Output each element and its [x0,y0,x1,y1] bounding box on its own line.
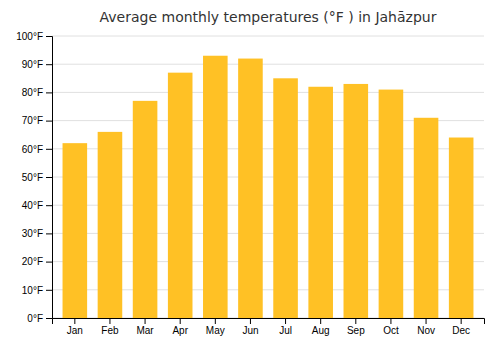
tick-label: Nov [417,325,435,336]
tick: 80°F [22,87,52,98]
bar [238,59,263,318]
tick-label: 20°F [22,256,43,267]
bar [414,118,439,318]
tick-label: Oct [383,325,399,336]
tick-label: Apr [172,325,188,336]
tick-label: 10°F [22,285,43,296]
tick-label: 100°F [16,31,43,42]
tick: Aug [312,318,330,336]
plot: 0°F 10°F 20°F 30°F 40°F 50°F 60°F 70°F 80°F 90°F 1… [16,31,484,336]
grid-line [52,64,484,65]
axis-line [53,319,485,325]
tick-mark [46,121,52,122]
tick-mark [46,262,52,263]
tick-mark [46,290,52,291]
grid-line [52,36,484,37]
tick-label: Jul [279,325,292,336]
tick-label: 90°F [22,59,43,70]
tick-mark [46,149,52,150]
tick-label: 60°F [22,144,43,155]
tick-label: 30°F [22,228,43,239]
tick-label: Aug [312,325,330,336]
tick-mark [461,318,462,324]
bar [98,132,123,318]
tick-mark [285,318,286,324]
tick-mark [46,318,52,319]
tick-label: 40°F [22,200,43,211]
tick: 100°F [16,31,52,42]
tick-mark [46,177,52,178]
tick-label: 0°F [27,313,43,324]
tick-label: 70°F [22,115,43,126]
tick-mark [250,318,251,324]
tick: Feb [101,318,119,336]
tick: Sep [347,318,365,336]
tick-mark [46,36,52,37]
tick: 30°F [22,228,52,239]
bar [63,143,88,318]
tick-mark [180,318,181,324]
tick: 60°F [22,144,52,155]
tick: 90°F [22,59,52,70]
tick-label: 50°F [22,172,43,183]
tick: Oct [383,318,399,336]
tick: 40°F [22,200,52,211]
tick: 20°F [22,256,52,267]
grid-line [52,92,484,93]
tick-mark [145,318,146,324]
bars [63,56,474,318]
bar [133,101,158,318]
tick-mark [355,318,356,324]
tick-label: Feb [101,325,119,336]
tick-label: Sep [347,325,365,336]
tick: Apr [172,318,188,336]
tick: Dec [452,318,470,336]
tick: 50°F [22,172,52,183]
tick: Jun [242,318,258,336]
bar [203,56,228,318]
tick-mark [46,64,52,65]
bar [449,138,474,318]
x-axis: Jan Feb Mar Apr May Jun Jul Aug Sep Oct Nov Dec [53,318,485,336]
y-axis: 0°F 10°F 20°F 30°F 40°F 50°F 60°F 70°F 80°F 90°F 1… [16,31,52,324]
tick-label: Jun [242,325,258,336]
tick: Mar [136,318,154,336]
chart: 0°F 10°F 20°F 30°F 40°F 50°F 60°F 70°F 80°F 90°F 1… [0,0,500,350]
tick-mark [46,205,52,206]
tick: 0°F [27,313,52,324]
tick: Jan [67,318,83,336]
tick: 70°F [22,115,52,126]
bar [273,78,298,318]
tick-mark [320,318,321,324]
tick-label: Jan [67,325,83,336]
tick: 10°F [22,285,52,296]
bar [344,84,369,318]
tick: Nov [417,318,435,336]
tick-mark [74,318,75,324]
axis-line [46,37,53,319]
tick-label: May [206,325,225,336]
bar [308,87,333,318]
tick-label: Mar [136,325,154,336]
tick-mark [426,318,427,324]
title: Average monthly temperatures (°F ) in Ja… [100,9,437,25]
tick-mark [109,318,110,324]
bar [168,73,193,318]
tick-mark [215,318,216,324]
tick-mark [390,318,391,324]
tick: Jul [279,318,292,336]
tick: May [206,318,225,336]
bar [379,90,404,318]
tick-mark [46,92,52,93]
tick-label: 80°F [22,87,43,98]
tick-mark [46,233,52,234]
grid [52,36,484,318]
tick-label: Dec [452,325,470,336]
